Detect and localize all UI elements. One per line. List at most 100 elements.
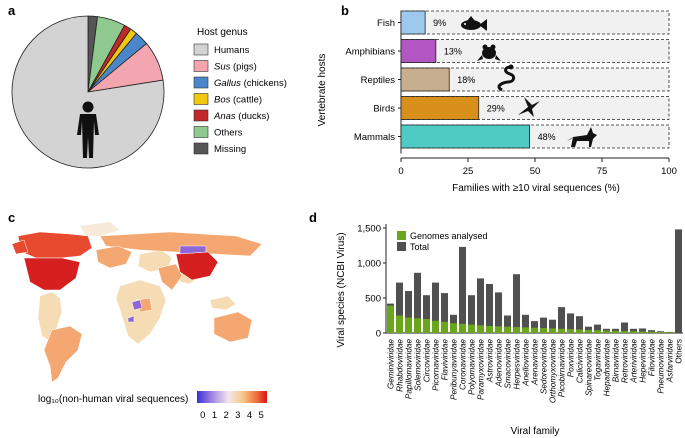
d-bar-genomes	[656, 331, 665, 333]
d-bar-total	[422, 295, 431, 333]
b-value-label: 9%	[433, 18, 446, 28]
d-bar-total	[629, 328, 638, 333]
d-bar-total	[476, 278, 485, 333]
d-y-tick-label: 500	[365, 294, 381, 305]
pie-legend-title: Host genus	[197, 27, 248, 38]
d-category-label: Paramyxoviridae	[477, 339, 486, 400]
d-category-label: Sedoreoviridae	[540, 339, 549, 395]
b-xlabel: Families with ≥10 viral sequences (%)	[452, 183, 620, 194]
d-category-label: Caliciviridae	[576, 339, 585, 384]
d-bar-genomes	[575, 329, 584, 333]
d-bar-genomes	[485, 326, 494, 333]
d-bar-genomes	[467, 324, 476, 333]
pie-legend: Humans Sus (pigs) Gallus (chickens) Bos (ca…	[193, 43, 287, 155]
d-bar-genomes	[458, 323, 467, 333]
d-bar-total	[548, 319, 557, 333]
d-category-label: Retroviridae	[621, 339, 630, 384]
pie-chart	[11, 15, 165, 169]
d-bar-genomes	[548, 328, 557, 333]
b-category-label: Amphibians	[345, 47, 395, 58]
map-indonesia	[209, 295, 237, 311]
b-bar-background	[400, 39, 670, 63]
d-bar-genomes	[557, 328, 566, 333]
b-bar-fish	[400, 10, 426, 35]
d-bar-genomes	[611, 330, 620, 333]
d-bar-total	[431, 282, 440, 333]
d-category-label: Hepadnaviridae	[603, 339, 612, 397]
legend-common-text: (ducks)	[236, 111, 270, 122]
d-category-label: Polyomaviridae	[468, 339, 477, 395]
d-bar-total	[413, 272, 422, 333]
b-category-label: Birds	[373, 104, 395, 115]
legend-common-text: (chickens)	[241, 78, 287, 89]
d-category-label: Picornaviridae	[432, 339, 441, 391]
d-legend-label: Genomes analysed	[410, 231, 488, 241]
d-category-label: Poxviridae	[567, 339, 576, 378]
map-alaska	[11, 239, 29, 255]
legend-swatch-others	[193, 126, 209, 138]
b-bar-birds	[400, 96, 480, 120]
legend-label-sus: Sus (pigs)	[214, 62, 257, 73]
d-bar-genomes	[620, 331, 629, 333]
d-bar-total	[638, 328, 647, 333]
d-bar-total	[512, 274, 521, 333]
d-bar-total	[467, 295, 476, 333]
d-category-label: Smacoviridae	[504, 339, 513, 389]
b-category-label: Reptiles	[361, 75, 396, 86]
d-category-label: Arteriviridae	[630, 339, 639, 384]
b-bar-reptiles	[400, 67, 450, 92]
b-x-tick-label: 50	[530, 166, 541, 177]
map-land-warm	[43, 231, 263, 383]
d-bar-total	[404, 291, 413, 333]
map-land-hot	[11, 231, 93, 259]
map-south-america	[43, 325, 83, 383]
d-bar-genomes	[647, 331, 656, 333]
d-bar-total	[485, 284, 494, 333]
d-category-label: Asfarviridae	[666, 339, 675, 384]
wolf-icon	[567, 127, 597, 147]
d-bar-genomes	[422, 319, 431, 333]
d-bar-total	[458, 246, 467, 333]
d-bar-genomes	[539, 328, 548, 333]
legend-genus-text: Bos	[214, 95, 231, 106]
d-bar-genomes	[386, 305, 395, 333]
map-europe	[95, 245, 133, 269]
d-bar-genomes	[602, 330, 611, 333]
b-value-label: 18%	[457, 75, 475, 85]
colorbar-tick-label: 3	[235, 410, 240, 421]
d-bar-genomes	[503, 326, 512, 333]
d-legend-swatch	[397, 242, 406, 251]
d-bar-genomes	[665, 332, 674, 333]
d-bar-genomes	[440, 321, 449, 333]
panel-label-d: d	[309, 210, 317, 225]
legend-label-humans: Humans	[214, 45, 250, 56]
d-bar-genomes	[395, 315, 404, 333]
fish-icon	[461, 16, 487, 31]
d-legend-swatch	[397, 231, 406, 240]
d-bar-total	[395, 282, 404, 333]
d-category-label: Anelloviridae	[522, 339, 531, 387]
panel-label-b: b	[341, 3, 349, 18]
legend-genus-text: Anas	[213, 111, 236, 122]
d-bar-genomes	[413, 318, 422, 333]
d-bar-total	[503, 315, 512, 333]
d-xlabel: Viral family	[511, 426, 560, 437]
world-map	[11, 222, 263, 383]
d-category-label: Filoviridae	[648, 339, 657, 377]
d-y-tick-label: 1,500	[357, 224, 381, 235]
b-x-tick-label: 25	[463, 166, 474, 177]
bird-icon	[518, 97, 540, 117]
d-category-label: Pneumoviridae	[657, 339, 666, 394]
map-india	[157, 263, 183, 291]
d-bar-total	[494, 292, 503, 333]
d-bar-genomes	[476, 325, 485, 333]
d-bar-genomes	[512, 327, 521, 333]
d-y-tick-label: 0	[376, 329, 381, 340]
b-bar-amphibians	[400, 39, 437, 63]
legend-genus-text: Missing	[214, 144, 246, 155]
human-silhouette-icon	[77, 101, 99, 158]
d-category-label: Solemoviridae	[414, 339, 423, 391]
d-bar-total	[521, 314, 530, 333]
d-category-label: Orthomyxoviridae	[549, 339, 558, 404]
d-category-label: Herpesviridae	[513, 339, 522, 390]
